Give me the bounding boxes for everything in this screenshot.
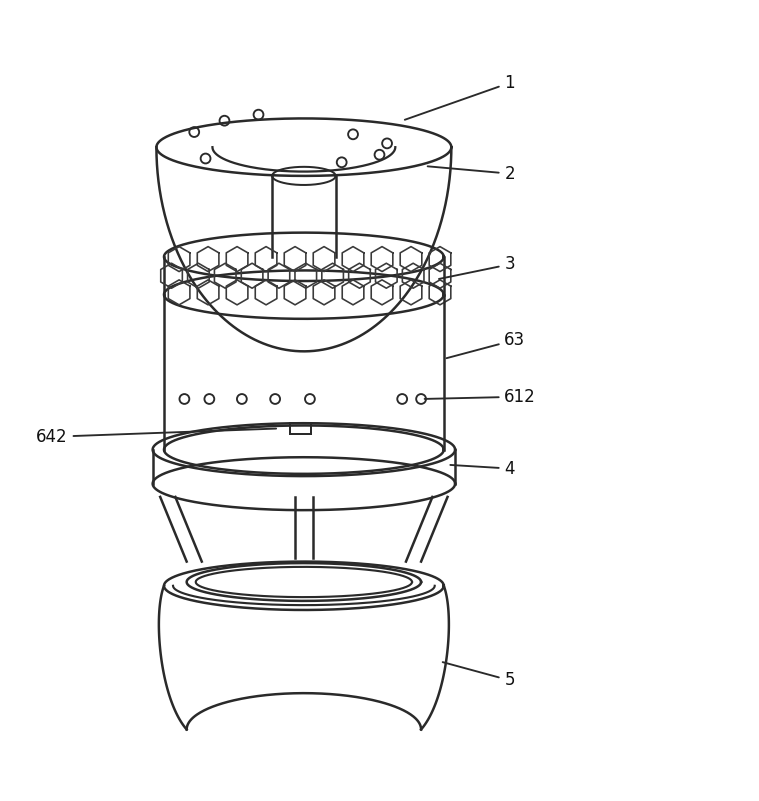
Bar [289, 423, 310, 434]
Text: 612: 612 [424, 388, 536, 406]
Text: 63: 63 [446, 331, 525, 358]
Text: 2: 2 [427, 165, 515, 183]
Text: 4: 4 [450, 460, 515, 477]
Text: 5: 5 [442, 662, 515, 690]
Text: 1: 1 [405, 74, 515, 120]
Text: 642: 642 [36, 428, 276, 446]
Text: 3: 3 [439, 256, 515, 279]
